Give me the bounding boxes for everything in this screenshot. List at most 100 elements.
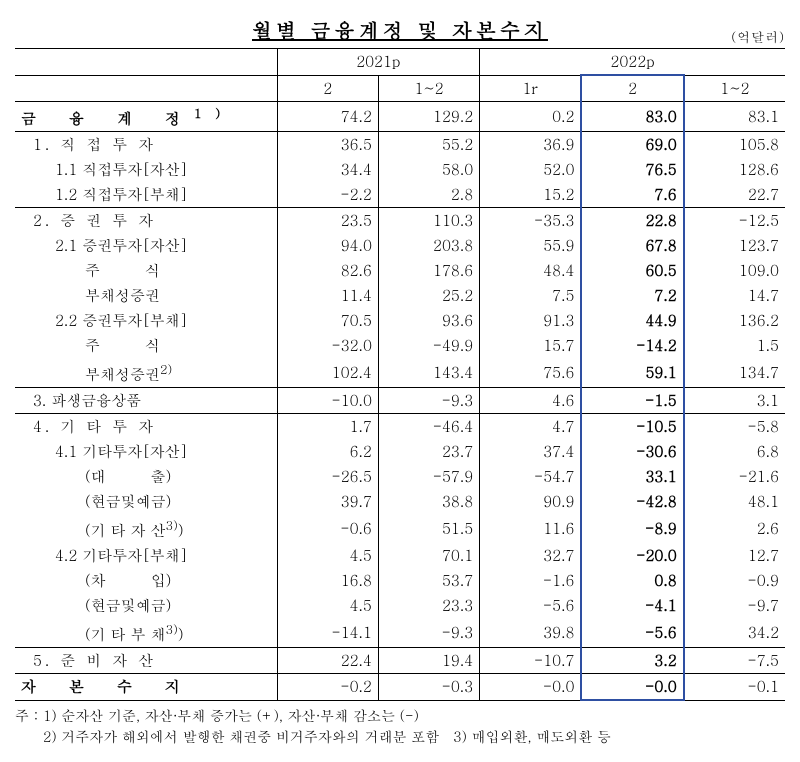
row-label: 부채성증권2) xyxy=(15,358,277,388)
cell: 2.8 xyxy=(378,182,479,208)
cell-highlight: -5.6 xyxy=(581,618,683,648)
cell-highlight: -8.9 xyxy=(581,514,683,543)
cell: -0.3 xyxy=(378,674,479,701)
row-label: 1.1 직접투자[자산] xyxy=(15,157,277,182)
cell: -46.4 xyxy=(378,414,479,440)
cell: 55.2 xyxy=(378,132,479,158)
row-label: (현금및예금) xyxy=(15,489,277,514)
table-row: 2.1 증권투자[자산]94.0203.855.967.8123.7 xyxy=(15,233,785,258)
cell-highlight: -14.2 xyxy=(581,333,683,358)
page-title: 월별 금융계정 및 자본수지 xyxy=(252,15,548,44)
cell-highlight: 69.0 xyxy=(581,132,683,158)
cell: -10.7 xyxy=(480,648,582,674)
cell: 70.1 xyxy=(378,543,479,568)
cell-highlight: 3.2 xyxy=(581,648,683,674)
row-label: (차 입) xyxy=(15,568,277,593)
cell: 25.2 xyxy=(378,283,479,308)
cell: 48.1 xyxy=(684,489,785,514)
row-label: 1.2 직접투자[부채] xyxy=(15,182,277,208)
cell: -5.6 xyxy=(480,593,582,618)
cell: 129.2 xyxy=(378,102,479,132)
cell: 2.6 xyxy=(684,514,785,543)
cell-highlight: 0.8 xyxy=(581,568,683,593)
cell: 0.2 xyxy=(480,102,582,132)
cell: 91.3 xyxy=(480,308,582,333)
table-row: 주 식82.6178.648.460.5109.0 xyxy=(15,258,785,283)
cell: 48.4 xyxy=(480,258,582,283)
cell-highlight: 76.5 xyxy=(581,157,683,182)
cell: 23.3 xyxy=(378,593,479,618)
row-label: (대 출) xyxy=(15,464,277,489)
cell: 105.8 xyxy=(684,132,785,158)
cell: -9.3 xyxy=(378,388,479,414)
cell: 39.7 xyxy=(277,489,378,514)
cell: 4.6 xyxy=(480,388,582,414)
row-label: (기 타 자 산3)) xyxy=(15,514,277,543)
row-label: 주 식 xyxy=(15,258,277,283)
table-row: 주 식-32.0-49.915.7-14.21.5 xyxy=(15,333,785,358)
cell: 70.5 xyxy=(277,308,378,333)
cell: 128.6 xyxy=(684,157,785,182)
cell: 6.8 xyxy=(684,439,785,464)
cell: -54.7 xyxy=(480,464,582,489)
cell-highlight: -30.6 xyxy=(581,439,683,464)
row-label: 금 융 계 정1) xyxy=(15,102,277,132)
cell: 34.4 xyxy=(277,157,378,182)
row-label: (현금및예금) xyxy=(15,593,277,618)
cell: -1.6 xyxy=(480,568,582,593)
cell: -26.5 xyxy=(277,464,378,489)
row-label: (기 타 부 채3)) xyxy=(15,618,277,648)
cell: 23.7 xyxy=(378,439,479,464)
cell: 4.5 xyxy=(277,543,378,568)
cell: 74.2 xyxy=(277,102,378,132)
table-row: 3. 파생금융상품-10.0-9.34.6-1.53.1 xyxy=(15,388,785,414)
table-row: (차 입)16.853.7-1.60.8-0.9 xyxy=(15,568,785,593)
cell: 109.0 xyxy=(684,258,785,283)
cell: 203.8 xyxy=(378,233,479,258)
table-row: 부채성증권11.425.27.57.214.7 xyxy=(15,283,785,308)
table-row: 1. 직 접 투 자36.555.236.969.0105.8 xyxy=(15,132,785,158)
data-table: 2021p 2022p 2 1~2 1r 2 1~2 금 융 계 정1)74.2… xyxy=(15,48,785,701)
row-label: 5. 준 비 자 산 xyxy=(15,648,277,674)
cell-highlight: -1.5 xyxy=(581,388,683,414)
cell-highlight: 60.5 xyxy=(581,258,683,283)
cell: -21.6 xyxy=(684,464,785,489)
table-row: (현금및예금)39.738.890.9-42.848.1 xyxy=(15,489,785,514)
table-row: 금 융 계 정1)74.2129.20.283.083.1 xyxy=(15,102,785,132)
col-2022-1-2: 1~2 xyxy=(684,75,785,102)
table-row: 4. 기 타 투 자1.7-46.44.7-10.5-5.8 xyxy=(15,414,785,440)
table-row: (대 출)-26.5-57.9-54.733.1-21.6 xyxy=(15,464,785,489)
row-label: 1. 직 접 투 자 xyxy=(15,132,277,158)
cell: 51.5 xyxy=(378,514,479,543)
cell-highlight: 7.2 xyxy=(581,283,683,308)
table-row: 5. 준 비 자 산22.419.4-10.73.2-7.5 xyxy=(15,648,785,674)
cell: 15.7 xyxy=(480,333,582,358)
cell: -9.3 xyxy=(378,618,479,648)
cell: 110.3 xyxy=(378,208,479,234)
cell-highlight: 22.8 xyxy=(581,208,683,234)
cell: 123.7 xyxy=(684,233,785,258)
cell-highlight: -42.8 xyxy=(581,489,683,514)
footnotes: 주 : 1) 순자산 기준, 자산·부채 증가는 (+), 자산·부채 감소는 … xyxy=(15,705,785,747)
cell: -49.9 xyxy=(378,333,479,358)
cell: -35.3 xyxy=(480,208,582,234)
cell: 16.8 xyxy=(277,568,378,593)
cell: 39.8 xyxy=(480,618,582,648)
cell: -2.2 xyxy=(277,182,378,208)
row-label: 부채성증권 xyxy=(15,283,277,308)
cell: 36.5 xyxy=(277,132,378,158)
cell: -32.0 xyxy=(277,333,378,358)
cell: 82.6 xyxy=(277,258,378,283)
cell: 37.4 xyxy=(480,439,582,464)
col-2021-1-2: 1~2 xyxy=(378,75,479,102)
table-row: (기 타 자 산3))-0.651.511.6-8.92.6 xyxy=(15,514,785,543)
table-row: 부채성증권2)102.4143.475.659.1134.7 xyxy=(15,358,785,388)
table-row: 1.2 직접투자[부채]-2.22.815.27.622.7 xyxy=(15,182,785,208)
cell: 32.7 xyxy=(480,543,582,568)
cell: -57.9 xyxy=(378,464,479,489)
table-row: 1.1 직접투자[자산]34.458.052.076.5128.6 xyxy=(15,157,785,182)
cell: 52.0 xyxy=(480,157,582,182)
cell: 55.9 xyxy=(480,233,582,258)
cell: 90.9 xyxy=(480,489,582,514)
unit-label: (억달러) xyxy=(731,27,785,46)
